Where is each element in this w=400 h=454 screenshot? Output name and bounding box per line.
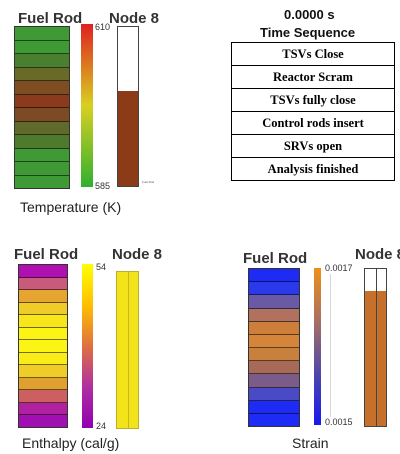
temperature-node-title: Node 8 bbox=[109, 10, 160, 27]
rod-segment bbox=[19, 352, 67, 366]
rod-segment bbox=[15, 121, 69, 135]
event-row: Control rods insert bbox=[231, 111, 395, 135]
rod-segment bbox=[19, 415, 67, 427]
time-readout: 0.0000 s bbox=[284, 7, 335, 22]
strain-scale-max: 0.0017 bbox=[325, 263, 353, 273]
enthalpy-colorbar bbox=[82, 264, 93, 428]
temperature-scale-min: 585 bbox=[95, 181, 111, 191]
rod-segment bbox=[249, 308, 299, 322]
temperature-rod-title: Fuel Rod bbox=[18, 10, 83, 27]
rod-segment bbox=[249, 361, 299, 375]
enthalpy-rod-title: Fuel Rod bbox=[14, 246, 79, 263]
rod-segment bbox=[19, 365, 67, 378]
enthalpy-scale-min: 24 bbox=[96, 421, 107, 431]
rod-segment bbox=[249, 348, 299, 362]
rod-segment bbox=[15, 81, 69, 95]
strain-node-fill bbox=[365, 290, 386, 426]
event-srvs-open: SRVs open bbox=[231, 134, 395, 158]
rod-segment bbox=[249, 321, 299, 335]
rod-segment bbox=[19, 277, 67, 291]
rod-segment bbox=[249, 334, 299, 349]
rod-segment bbox=[15, 148, 69, 162]
rod-segment bbox=[249, 374, 299, 388]
event-row: TSVs Close bbox=[231, 42, 395, 66]
rod-segment bbox=[249, 387, 299, 401]
rod-segment bbox=[15, 40, 69, 54]
event-row: TSVs fully close bbox=[231, 88, 395, 112]
rod-segment bbox=[15, 135, 69, 149]
event-row: SRVs open bbox=[231, 134, 395, 158]
rod-segment bbox=[19, 390, 67, 403]
rod-segment bbox=[19, 302, 67, 316]
rod-segment bbox=[19, 315, 67, 328]
temperature-node-column bbox=[117, 26, 139, 187]
rod-segment bbox=[249, 400, 299, 414]
temperature-colorbar bbox=[81, 24, 93, 187]
strain-node-title: Node 8 bbox=[355, 246, 400, 263]
enthalpy-fuel-rod bbox=[18, 264, 68, 428]
enthalpy-node-column bbox=[116, 271, 139, 429]
strain-node-divider bbox=[376, 269, 377, 426]
rod-segment bbox=[19, 340, 67, 353]
strain-rod-title: Fuel Rod bbox=[243, 250, 308, 267]
temperature-node-fill bbox=[118, 90, 138, 186]
event-row: Analysis finished bbox=[231, 157, 395, 181]
rod-segment bbox=[15, 175, 69, 188]
rod-segment bbox=[249, 282, 299, 296]
strain-caption: Strain bbox=[292, 435, 329, 451]
rod-segment bbox=[15, 54, 69, 68]
enthalpy-scale-max: 54 bbox=[96, 262, 107, 272]
enthalpy-node-divider bbox=[128, 272, 129, 428]
strain-scale-min: 0.0015 bbox=[325, 417, 353, 427]
rod-segment bbox=[19, 265, 67, 278]
event-tsvs-close: TSVs Close bbox=[231, 42, 395, 66]
strain-colorbar bbox=[314, 268, 321, 425]
temperature-fuel-rod bbox=[14, 26, 70, 189]
rod-segment bbox=[19, 327, 67, 341]
event-analysis-finished: Analysis finished bbox=[231, 157, 395, 181]
strain-fuel-rod bbox=[248, 268, 300, 427]
rod-segment bbox=[15, 27, 69, 41]
rod-segment bbox=[249, 413, 299, 427]
rod-segment bbox=[19, 290, 67, 303]
rod-segment bbox=[15, 67, 69, 81]
event-reactor-scram: Reactor Scram bbox=[231, 65, 395, 89]
time-sequence-heading: Time Sequence bbox=[260, 25, 356, 40]
event-row: Reactor Scram bbox=[231, 65, 395, 89]
rod-segment bbox=[15, 94, 69, 108]
rod-segment bbox=[249, 295, 299, 309]
rod-segment bbox=[15, 108, 69, 122]
temperature-caption: Temperature (K) bbox=[20, 199, 122, 215]
time-sequence-table: TSVs Close Reactor Scram TSVs fully clos… bbox=[231, 42, 395, 181]
event-control-rods-insert: Control rods insert bbox=[231, 111, 395, 135]
rod-segment bbox=[19, 377, 67, 391]
rod-segment bbox=[15, 162, 69, 176]
strain-colorbar-guide bbox=[330, 274, 331, 417]
rod-segment bbox=[249, 269, 299, 283]
temperature-scale-max: 610 bbox=[95, 22, 111, 32]
enthalpy-node-fill bbox=[117, 272, 138, 428]
enthalpy-node-title: Node 8 bbox=[112, 246, 163, 263]
rod-segment bbox=[19, 402, 67, 416]
event-tsvs-fully-close: TSVs fully close bbox=[231, 88, 395, 112]
strain-node-column bbox=[364, 268, 387, 427]
temperature-node-label: Fuel Rod bbox=[142, 180, 155, 184]
enthalpy-caption: Enthalpy (cal/g) bbox=[22, 435, 120, 451]
